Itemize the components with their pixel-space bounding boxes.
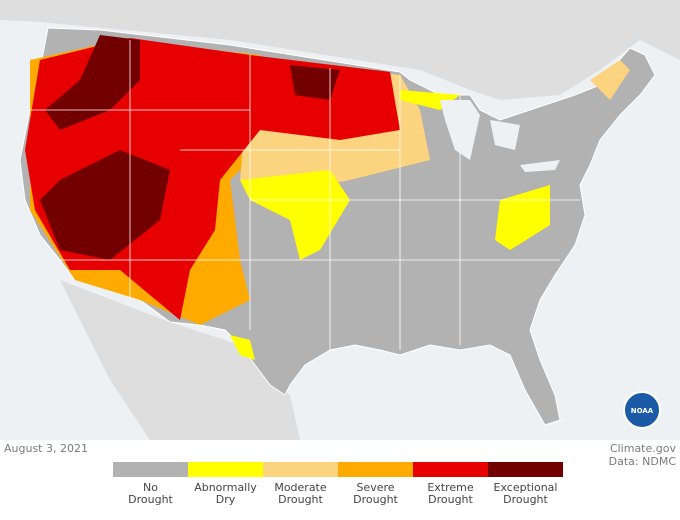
legend-label-box: Moderate Drought [263,482,338,506]
legend-swatch [188,462,263,477]
legend-label-box: Severe Drought [338,482,413,506]
legend-label-box: Extreme Drought [413,482,488,506]
legend-label: Severe Drought [353,481,398,506]
legend-label: Extreme Drought [427,481,474,506]
map: NOAA [0,0,680,440]
legend-label: No Drought [128,481,173,506]
drought-area [240,170,350,260]
legend-label: Exceptional Drought [493,481,558,506]
logo-text: NOAA [631,407,654,415]
legend-label-box: Exceptional Drought [488,482,563,506]
legend-label-box: Abnormally Dry [188,482,263,506]
great-lakes [440,100,560,172]
drought-area [590,60,630,100]
drought-area [40,150,170,260]
canada [0,0,680,100]
legend-swatch [113,462,188,477]
legend-label: Moderate Drought [274,481,327,506]
source: Data: NDMC [608,455,676,468]
drought-area [495,185,550,250]
state-borders [30,40,580,350]
credit: Climate.gov [609,442,676,455]
legend-label: Abnormally Dry [194,481,257,506]
legend-swatch [263,462,338,477]
drought-area [230,335,255,360]
legend-swatch [488,462,563,477]
legend-swatch [338,462,413,477]
legend-swatch [413,462,488,477]
legend-label-box: No Drought [113,482,188,506]
date: August 3, 2021 [4,442,88,455]
drought-areas [25,35,630,360]
drought-area [290,65,340,100]
noaa-logo [623,391,661,429]
mexico [60,280,300,440]
drought-area [45,35,140,130]
